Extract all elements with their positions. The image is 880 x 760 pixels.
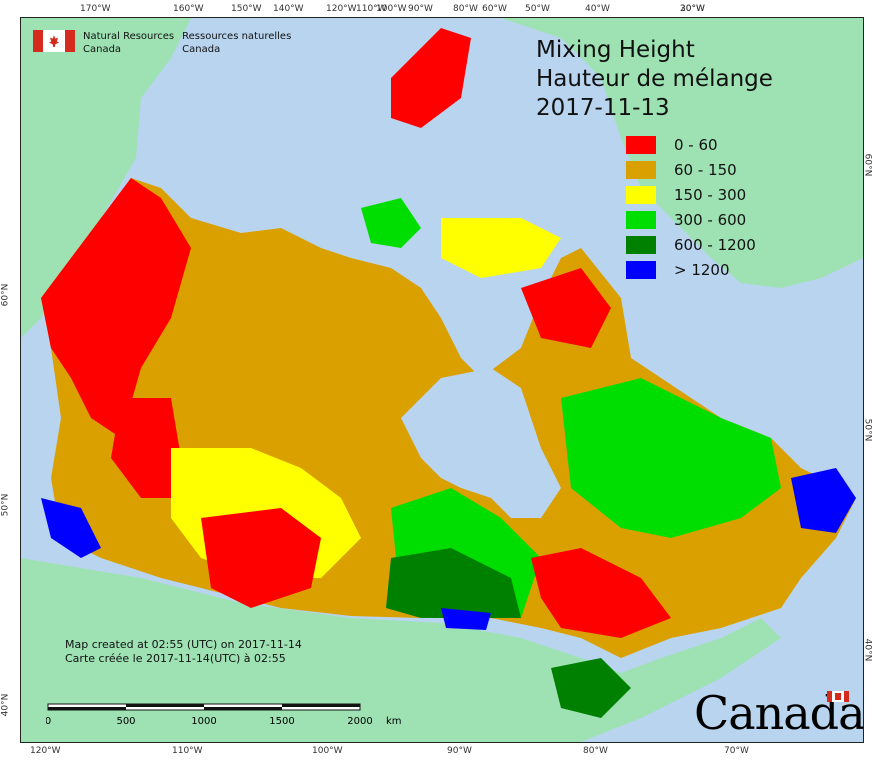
- zone-1200-newfoundland: [791, 468, 856, 533]
- top-tick-label: 160°W: [173, 4, 204, 14]
- zone-0-60-baffin: [521, 268, 611, 348]
- agency-fr-line2: Canada: [182, 44, 221, 55]
- top-tick-label: 90°W: [408, 4, 433, 14]
- legend-label: 300 - 600: [674, 210, 747, 229]
- legend-item: > 1200: [626, 257, 756, 282]
- top-tick-label: 170°W: [80, 4, 111, 14]
- map-title: Mixing Height Hauteur de mélange 2017-11…: [536, 36, 773, 123]
- legend-item: 300 - 600: [626, 207, 756, 232]
- right-tick-label: 50°N: [862, 418, 873, 442]
- right-tick-label: 60°N: [862, 153, 873, 177]
- legend-label: 0 - 60: [674, 135, 718, 154]
- legend: 0 - 60 60 - 150 150 - 300 300 - 600 600 - 12…: [626, 132, 756, 282]
- zone-300-600-quebec: [561, 378, 781, 538]
- bottom-tick-label: 110°W: [172, 746, 203, 756]
- zone-150-300-arctic: [441, 218, 561, 278]
- mixing-height-map: [21, 18, 863, 742]
- credit-en: Map created at 02:55 (UTC) on 2017-11-14: [65, 638, 302, 651]
- left-tick-label: 50°N: [0, 493, 11, 517]
- zone-1200-bc-coast: [41, 498, 101, 558]
- scale-unit: km: [386, 716, 402, 727]
- hudson-bay: [401, 368, 561, 518]
- bottom-tick-label: 80°W: [583, 746, 608, 756]
- top-tick-label: 140°W: [273, 4, 304, 14]
- credit-fr: Carte créée le 2017-11-14(UTC) à 02:55: [65, 652, 286, 665]
- zone-0-60-quebec: [531, 548, 671, 638]
- zone-600-1200-south: [551, 658, 631, 718]
- zone-0-60-ellesmere: [391, 28, 471, 128]
- agency-en-line2: Canada: [83, 44, 122, 55]
- canada-flag-icon: [33, 30, 75, 52]
- zone-1200-lake: [441, 608, 491, 630]
- scale-label-2000: 2000: [347, 716, 372, 727]
- bottom-tick-label: 120°W: [30, 746, 61, 756]
- legend-label: 60 - 150: [674, 160, 737, 179]
- left-tick-label: 60°N: [0, 283, 11, 307]
- scale-bar: 0 500 1000 1500 2000 km: [46, 703, 402, 727]
- top-tick-label: 50°W: [525, 4, 550, 14]
- legend-swatch: [626, 235, 656, 254]
- wordmark-flag-icon: [827, 691, 849, 702]
- top-tick-label: 40°W: [585, 4, 610, 14]
- top-tick-label: 60°W: [482, 4, 507, 14]
- legend-label: 600 - 1200: [674, 235, 756, 254]
- agency-en-line1: Natural Resources: [83, 31, 175, 42]
- top-tick-label: 30°W: [680, 4, 705, 14]
- scale-label-0: 0: [46, 716, 51, 727]
- map-credit: Map created at 02:55 (UTC) on 2017-11-14…: [65, 638, 302, 666]
- legend-swatch: [626, 185, 656, 204]
- bottom-tick-label: 70°W: [724, 746, 749, 756]
- zone-0-60-prairie: [201, 508, 321, 608]
- top-tick-label: 100°W: [376, 4, 407, 14]
- top-tick-label: 110°W: [356, 4, 387, 14]
- legend-label: > 1200: [674, 260, 730, 279]
- legend-swatch: [626, 135, 656, 154]
- legend-item: 60 - 150: [626, 157, 756, 182]
- left-tick-label: 40°N: [0, 693, 11, 717]
- bottom-tick-label: 100°W: [312, 746, 343, 756]
- legend-swatch: [626, 160, 656, 179]
- legend-item: 600 - 1200: [626, 232, 756, 257]
- scale-label-1500: 1500: [269, 716, 294, 727]
- zone-0-60-west: [41, 178, 191, 438]
- scale-label-1000: 1000: [191, 716, 216, 727]
- legend-swatch: [626, 210, 656, 229]
- zone-600-1200-ontario: [386, 548, 521, 618]
- agency-fr-line1: Ressources naturelles: [182, 31, 292, 42]
- title-line-date: 2017-11-13: [536, 95, 670, 121]
- greenland-land: [501, 18, 863, 288]
- bottom-tick-label: 90°W: [447, 746, 472, 756]
- agency-signature: Natural Resources Canada Ressources natu…: [33, 30, 291, 56]
- top-tick-label: 120°W: [326, 4, 357, 14]
- title-line-en: Mixing Height: [536, 37, 695, 63]
- zone-300-600-arctic: [361, 198, 421, 248]
- title-line-fr: Hauteur de mélange: [536, 66, 773, 92]
- top-tick-label: 150°W: [231, 4, 262, 14]
- map-frame: Natural Resources Canada Ressources natu…: [20, 17, 864, 743]
- legend-item: 0 - 60: [626, 132, 756, 157]
- alaska-land: [21, 18, 191, 338]
- zone-0-60-bc: [111, 398, 181, 498]
- legend-item: 150 - 300: [626, 182, 756, 207]
- top-tick-label: 20°W: [680, 4, 705, 14]
- right-tick-label: 40°N: [862, 638, 873, 662]
- top-tick-label: 80°W: [453, 4, 478, 14]
- legend-swatch: [626, 260, 656, 279]
- scale-label-500: 500: [116, 716, 135, 727]
- legend-label: 150 - 300: [674, 185, 747, 204]
